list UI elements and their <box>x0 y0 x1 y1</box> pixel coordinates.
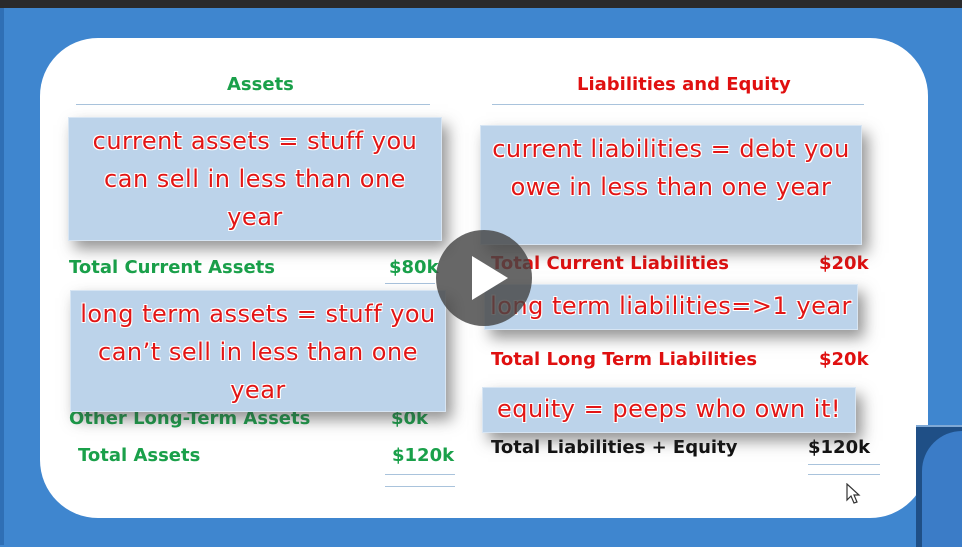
play-icon <box>472 256 508 300</box>
current-assets-underline <box>385 283 435 284</box>
current-liabilities-note: current liabilities = debt you owe in le… <box>480 125 862 245</box>
liabilities-divider <box>492 104 864 105</box>
total-assets-double-underline <box>385 486 455 487</box>
equity-note: equity = peeps who own it! <box>482 387 856 433</box>
total-liabilities-double-underline <box>808 474 880 475</box>
other-long-term-assets-value: $0k <box>391 408 429 429</box>
note-line: year <box>227 203 283 231</box>
total-current-assets-value: $80k <box>389 257 439 278</box>
total-assets-value: $120k <box>392 445 455 466</box>
top-bar <box>0 0 962 8</box>
total-long-term-liabilities-label: Total Long Term Liabilities <box>491 349 758 370</box>
mouse-pointer-icon <box>846 482 862 509</box>
total-liabilities-equity-value: $120k <box>808 437 871 458</box>
total-assets-label: Total Assets <box>78 445 201 466</box>
note-line: owe in less than one year <box>510 173 832 201</box>
liabilities-heading: Liabilities and Equity <box>577 74 791 95</box>
long-term-liabilities-note: long term liabilities=>1 year <box>484 284 858 330</box>
current-assets-note: current assets = stuff you can sell in l… <box>68 117 442 241</box>
note-line: year <box>230 376 286 404</box>
corner-window-fragment <box>916 425 962 547</box>
note-line: long term assets = stuff you <box>80 300 436 328</box>
note-line: current assets = stuff you <box>92 127 418 155</box>
total-assets-underline <box>385 474 455 475</box>
assets-divider <box>76 104 430 105</box>
play-button[interactable] <box>436 230 532 326</box>
corner-window-inner <box>922 431 962 547</box>
total-liabilities-underline <box>808 464 880 465</box>
left-edge <box>0 8 4 545</box>
note-line: long term liabilities=>1 year <box>490 292 852 320</box>
note-line: can sell in less than one <box>104 165 406 193</box>
long-term-assets-note: long term assets = stuff you can’t sell … <box>70 290 446 412</box>
other-long-term-assets-label: Other Long-Term Assets <box>69 408 311 429</box>
note-line: can’t sell in less than one <box>98 338 418 366</box>
total-long-term-liabilities-value: $20k <box>819 349 869 370</box>
note-line: equity = peeps who own it! <box>497 395 841 423</box>
total-liabilities-equity-label: Total Liabilities + Equity <box>491 437 738 458</box>
assets-heading: Assets <box>227 74 294 95</box>
total-current-liabilities-label: Total Current Liabilities <box>491 253 729 274</box>
total-current-assets-label: Total Current Assets <box>69 257 275 278</box>
note-line: current liabilities = debt you <box>492 135 850 163</box>
total-current-liabilities-value: $20k <box>819 253 869 274</box>
